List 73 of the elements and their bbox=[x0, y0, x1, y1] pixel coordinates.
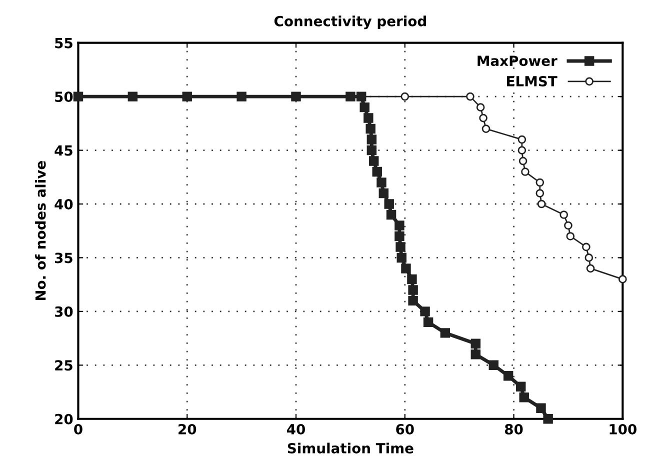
point bbox=[560, 210, 568, 219]
point bbox=[396, 252, 406, 263]
point bbox=[360, 102, 370, 112]
point bbox=[440, 328, 450, 338]
legend-label: ELMST bbox=[507, 76, 558, 86]
y-tick-label: 45 bbox=[54, 145, 72, 156]
x-tick-label: 40 bbox=[286, 424, 306, 434]
y-tick-label: 40 bbox=[54, 198, 73, 210]
y-tick-label: 35 bbox=[54, 252, 72, 264]
y-tick-label: 55 bbox=[55, 38, 72, 48]
point bbox=[584, 254, 594, 262]
y-axis-title: No. of nodes alive bbox=[35, 161, 46, 300]
point bbox=[372, 166, 382, 177]
point bbox=[586, 264, 595, 273]
point bbox=[386, 210, 396, 220]
point bbox=[378, 188, 389, 198]
point bbox=[536, 403, 546, 413]
point bbox=[369, 156, 379, 166]
point bbox=[182, 92, 192, 102]
point bbox=[518, 146, 526, 154]
point bbox=[400, 92, 410, 101]
point bbox=[376, 178, 386, 188]
point bbox=[518, 135, 526, 144]
x-tick-label: 20 bbox=[178, 424, 196, 434]
point bbox=[618, 275, 627, 284]
y-tick-label: 30 bbox=[54, 306, 73, 317]
legend-label: MaxPower bbox=[478, 56, 558, 66]
point bbox=[470, 338, 481, 349]
point bbox=[128, 92, 138, 102]
y-tick-label: 50 bbox=[55, 92, 73, 102]
point bbox=[408, 285, 418, 295]
point bbox=[503, 371, 514, 381]
point bbox=[407, 274, 417, 284]
point bbox=[396, 242, 406, 252]
point bbox=[236, 92, 246, 102]
point bbox=[366, 124, 376, 134]
point bbox=[536, 178, 544, 187]
point bbox=[519, 392, 529, 402]
point bbox=[408, 296, 418, 306]
point bbox=[521, 168, 530, 176]
point bbox=[543, 414, 553, 424]
point bbox=[482, 124, 490, 133]
point bbox=[476, 103, 485, 112]
x-tick-label: 60 bbox=[396, 424, 414, 434]
point bbox=[423, 317, 434, 328]
point bbox=[566, 232, 575, 240]
point bbox=[582, 242, 590, 252]
point bbox=[466, 92, 474, 101]
point bbox=[401, 264, 411, 274]
x-tick-label: 0 bbox=[74, 424, 82, 434]
point bbox=[394, 231, 404, 242]
point bbox=[366, 134, 377, 144]
point bbox=[536, 189, 544, 198]
point bbox=[470, 350, 481, 360]
point bbox=[394, 220, 404, 230]
point bbox=[537, 200, 546, 208]
x-tick-label: 80 bbox=[504, 424, 523, 434]
y-tick-label: 20 bbox=[55, 414, 73, 424]
point bbox=[518, 156, 528, 166]
point bbox=[488, 360, 498, 370]
point bbox=[366, 145, 377, 156]
point bbox=[364, 113, 374, 123]
x-axis-title: Simulation Time bbox=[288, 442, 414, 454]
point bbox=[516, 382, 526, 392]
point bbox=[291, 92, 301, 102]
point bbox=[479, 114, 488, 122]
point bbox=[384, 199, 394, 209]
point bbox=[420, 306, 430, 316]
x-tick-label: 100 bbox=[610, 424, 636, 434]
y-tick-label: 25 bbox=[55, 360, 72, 371]
chart-title: Connectivity period bbox=[274, 16, 426, 30]
point bbox=[564, 221, 572, 230]
point bbox=[346, 92, 356, 102]
